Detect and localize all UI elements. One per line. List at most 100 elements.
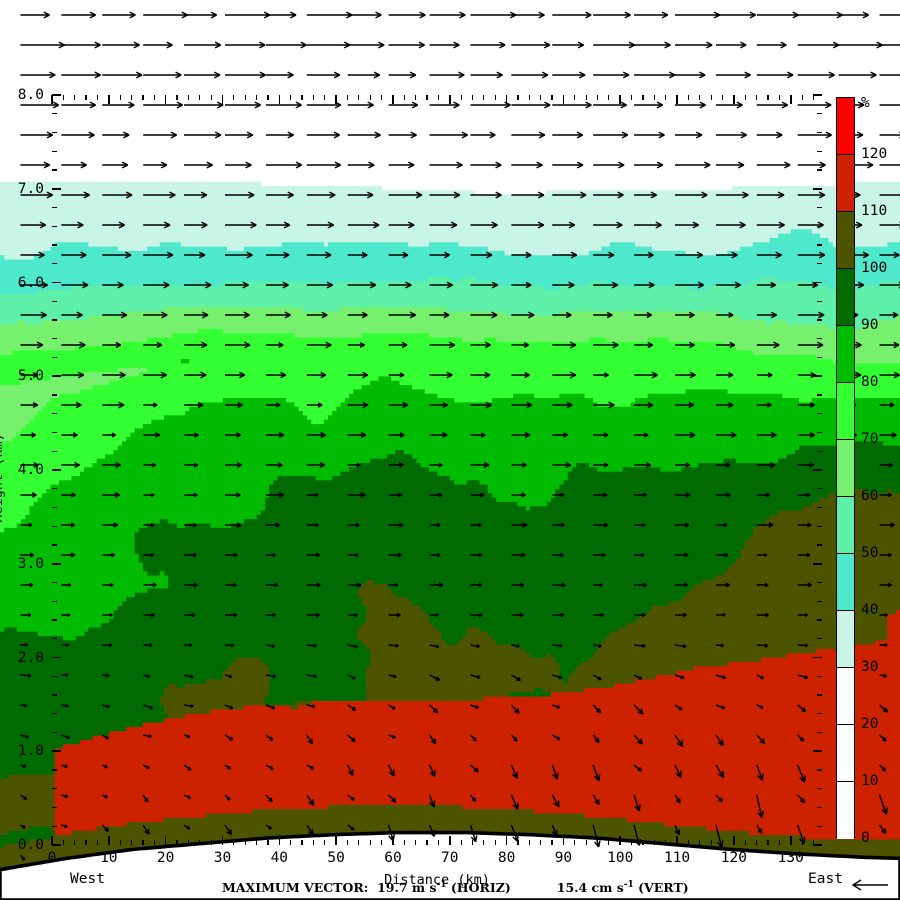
wind-vector (306, 281, 334, 289)
wind-vector (552, 191, 587, 199)
wind-vector (265, 582, 279, 588)
wind-vector (306, 341, 332, 349)
wind-vector (143, 131, 178, 139)
colorbar-band-80 (837, 326, 854, 383)
wind-vector (102, 552, 116, 558)
wind-vector (511, 522, 528, 528)
wind-vector (552, 221, 576, 229)
wind-vector (306, 402, 323, 408)
wind-vector (388, 161, 415, 169)
wind-vector (224, 734, 234, 741)
colorbar[interactable] (836, 97, 855, 839)
wind-vector (634, 251, 654, 259)
wind-vector (388, 522, 404, 528)
wind-vector (102, 582, 114, 588)
wind-vector (674, 734, 684, 748)
wind-vector (429, 161, 463, 169)
wind-vector (429, 341, 456, 349)
wind-vector (143, 612, 155, 618)
wind-vector (61, 341, 86, 349)
wind-vector (715, 341, 736, 349)
wind-vector (101, 734, 110, 740)
wind-vector (470, 41, 506, 49)
wind-vector (388, 131, 417, 139)
wind-vector (265, 644, 276, 648)
wind-vector (715, 582, 730, 588)
wind-vector (20, 642, 29, 648)
wind-vector (429, 311, 450, 319)
wind-vector (429, 131, 468, 139)
wind-vector (347, 401, 369, 409)
wind-vector (675, 462, 691, 468)
wind-vector (142, 674, 151, 679)
wind-vector (429, 522, 441, 528)
wind-vector (715, 251, 738, 259)
wind-vector (634, 221, 662, 229)
wind-vector (143, 41, 173, 49)
wind-vector (511, 643, 520, 648)
wind-vector (633, 734, 644, 745)
wind-vector (388, 462, 404, 468)
wind-vector (592, 704, 602, 714)
wind-vector (470, 281, 499, 289)
wind-vector (102, 71, 143, 79)
wind-vector (184, 341, 208, 349)
wind-vector (592, 734, 600, 744)
wind-vector (674, 674, 685, 680)
wind-vector (593, 341, 619, 349)
colorbar-band-110 (837, 155, 854, 212)
wind-vector (593, 583, 603, 587)
wind-vector (388, 704, 396, 710)
wind-vector (715, 131, 747, 139)
wind-vector (347, 191, 374, 199)
wind-vector (347, 221, 380, 229)
wind-vector (552, 71, 586, 79)
wind-vector (634, 522, 646, 528)
wind-vector (634, 281, 655, 289)
wind-vector (265, 101, 302, 109)
wind-vector (306, 431, 327, 439)
wind-vector (347, 491, 366, 499)
wind-vector (429, 612, 440, 618)
wind-vector (552, 461, 572, 469)
wind-vector (61, 432, 78, 438)
wind-vector (470, 432, 486, 438)
east-label: East (808, 871, 843, 887)
wind-vector (593, 41, 636, 49)
wind-vector (184, 582, 198, 588)
wind-vector (184, 221, 208, 229)
wind-vector (225, 612, 238, 618)
wind-vector (306, 11, 353, 19)
wind-vector (306, 221, 335, 229)
wind-vector (470, 644, 480, 649)
wind-vector (429, 492, 443, 498)
wind-vector (552, 492, 565, 498)
wind-vector (675, 191, 708, 199)
wind-vector (20, 402, 39, 408)
wind-vector (184, 432, 199, 438)
wind-vector (20, 552, 35, 558)
wind-vector (675, 341, 695, 349)
wind-vector (634, 462, 652, 468)
wind-vector (388, 281, 412, 289)
wind-vector (61, 221, 84, 229)
wind-vector (511, 492, 526, 498)
wind-vector (470, 582, 483, 588)
wind-vector (552, 704, 561, 709)
wind-vector (225, 582, 237, 588)
wind-vector (429, 582, 444, 588)
wind-vector (102, 704, 111, 709)
wind-vector (306, 492, 319, 498)
wind-vector (347, 674, 356, 680)
wind-vector (552, 643, 563, 648)
wind-vector (143, 402, 158, 408)
wind-vector (715, 674, 727, 680)
wind-vector (552, 552, 564, 558)
wind-vector (593, 11, 631, 19)
wind-vector (265, 11, 297, 19)
wind-vector (470, 674, 481, 679)
wind-vector (184, 371, 207, 379)
wind-vector (20, 101, 60, 109)
wind-vector (143, 643, 153, 648)
